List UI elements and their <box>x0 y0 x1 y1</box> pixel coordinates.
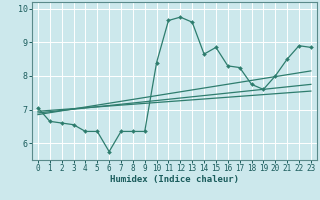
X-axis label: Humidex (Indice chaleur): Humidex (Indice chaleur) <box>110 175 239 184</box>
